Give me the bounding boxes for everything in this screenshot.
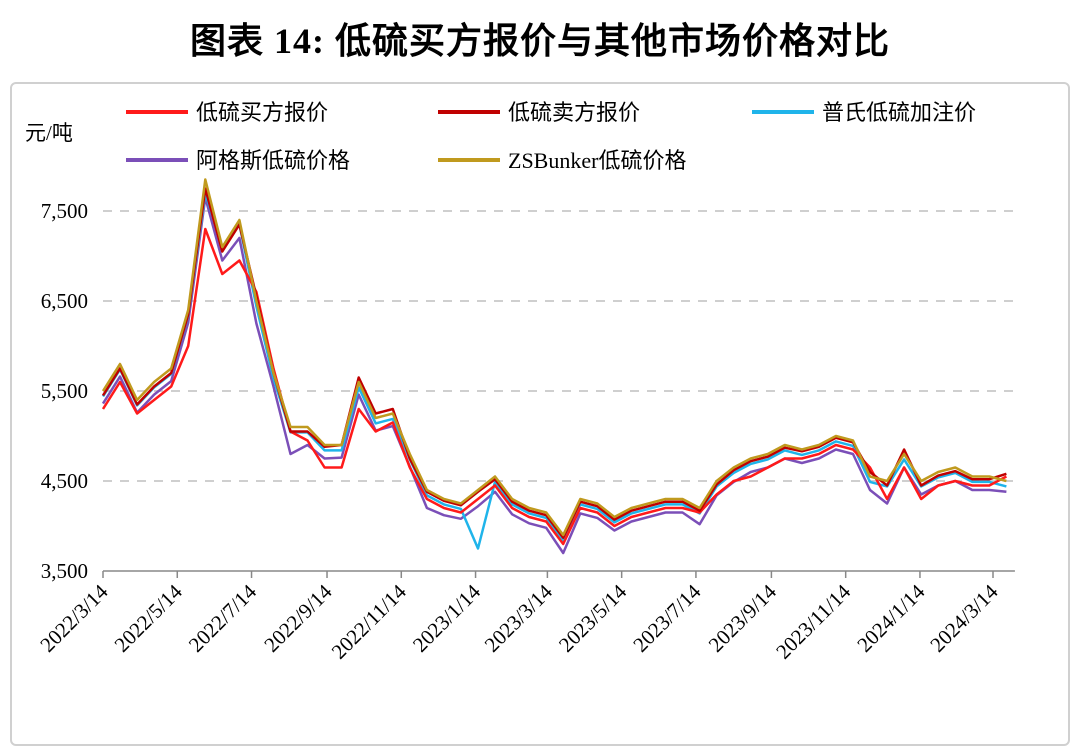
x-tick-label: 2023/7/14 [628,579,706,657]
series-line-4 [101,178,1007,537]
chart-title: 图表 14: 低硫买方报价与其他市场价格对比 [190,21,890,61]
legend-item: 阿格斯低硫价格 [126,148,350,173]
y-tick-label: 7,500 [41,199,88,223]
legend-label: 低硫卖方报价 [508,100,640,125]
series-line-3 [101,196,1007,555]
x-tick-label: 2022/9/14 [259,579,337,657]
legend-item: 低硫卖方报价 [438,100,640,125]
gridlines [103,210,1015,482]
x-tick-label: 2022/11/14 [327,579,411,663]
x-tick-label: 2024/1/14 [852,579,930,657]
series-line-0 [101,227,1007,546]
legend-label: 普氏低硫加注价 [822,100,976,125]
legend-item: 低硫买方报价 [126,100,328,125]
x-tick-label: 2022/7/14 [184,579,262,657]
y-tick-label: 5,500 [41,379,88,403]
series-lines [101,178,1007,555]
x-tick-label: 2023/1/14 [408,579,486,657]
legend-item: 普氏低硫加注价 [752,100,976,125]
series-line-2 [101,191,1007,550]
legend-label: 阿格斯低硫价格 [196,148,350,173]
y-tick-label: 3,500 [41,559,88,583]
x-tick-label: 2023/5/14 [554,579,632,657]
x-tick-label: 2024/3/14 [925,579,1003,657]
y-tick-label: 4,500 [41,469,88,493]
x-axis: 2022/3/142022/5/142022/7/142022/9/142022… [35,570,1015,664]
x-tick-label: 2023/11/14 [771,579,855,663]
x-tick-label: 2023/3/14 [480,579,558,657]
legend-item: ZSBunker低硫价格 [438,148,686,173]
y-axis-unit-label: 元/吨 [25,121,73,145]
legend-label: ZSBunker低硫价格 [508,148,686,173]
x-tick-label: 2022/5/14 [110,579,188,657]
y-tick-label: 6,500 [41,289,88,313]
x-tick-label: 2022/3/14 [35,579,113,657]
y-axis: 3,500 4,500 5,500 6,500 7,500 [41,199,88,583]
legend-label: 低硫买方报价 [196,100,328,125]
x-tick-label: 2023/9/14 [704,579,782,657]
